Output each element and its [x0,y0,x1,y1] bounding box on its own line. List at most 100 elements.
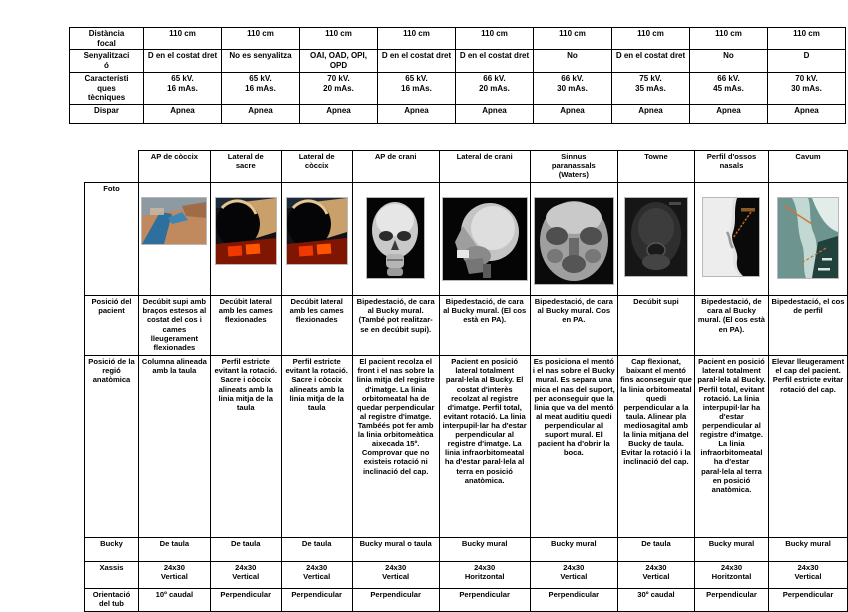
cell: 75 kV. 35 mAs. [611,72,690,105]
row-label: Característi ques tècniques [69,72,144,105]
cell: Bucky mural [768,537,848,563]
column-header: Lateral de crani [438,150,531,183]
column-header: Cavum [768,150,848,183]
column-header: Towne [617,150,695,183]
tube-orientation-row: Orientació del tub 10º caudal Perpendicu… [84,588,848,612]
coccix-lateral-photo [285,197,348,266]
cell: 70 kV. 20 mAs. [299,72,378,105]
cell: Apnea [767,103,846,124]
cell: De taula [137,537,211,563]
cell: Apnea [221,103,300,124]
photo-cell [209,181,282,297]
cell: 10º caudal [137,588,211,612]
patient-position-row: Posició del pacient Decúbit supi amb bra… [84,295,848,357]
cell: Bipedestació, de cara al Bucky mural. (E… [693,295,770,357]
cell: D [767,49,846,74]
cell: Perpendicular [529,588,619,612]
cell: Apnea [611,103,690,124]
cell: 110 cm [689,26,768,51]
cell: Perpendicular [351,588,440,612]
cell: Pacient en posició lateral totalment par… [693,355,770,539]
cell: Apnea [299,103,378,124]
row-label: Bucky [84,537,139,563]
cell: Bucky mural [438,537,531,563]
cell: Columna alineada amb la taula [137,355,211,539]
cell: 66 kV. 30 mAs. [533,72,612,105]
cell: Bipedestació, de cara al Bucky mural. (E… [438,295,531,357]
cell: 70 kV. 30 mAs. [767,72,846,105]
photo-cell [768,181,848,297]
exposure-parameters-table: Distància focal 110 cm 110 cm 110 cm 110… [69,26,846,124]
column-header: AP de crani [351,150,440,183]
cell: 24x30 Horitzontal [693,561,770,590]
cell: 24x30 Vertical [529,561,619,590]
cell: Perpendicular [693,588,770,612]
cell: 24x30 Vertical [351,561,440,590]
cell: 24x30 Vertical [137,561,211,590]
towne-xray [623,197,688,278]
cavum-xray [777,197,840,280]
cell: Apnea [455,103,534,124]
cell: 65 kV. 16 mAs. [377,72,456,105]
column-header: Lateral de còccix [280,150,353,183]
cell: Bucky mural [529,537,619,563]
skull-lateral-xray [441,197,528,282]
cell: Perfil estricte evitant la rotació. Sacr… [280,355,353,539]
bucky-row: Bucky De taula De taula De taula Bucky m… [84,537,848,563]
cell: Apnea [533,103,612,124]
cell: Pacient en posició lateral totalment par… [438,355,531,539]
photo-cell [529,181,619,297]
cell: 30º caudal [617,588,695,612]
column-header: Lateral de sacre [209,150,282,183]
photo-cell [137,181,211,297]
cell: Perpendicular [438,588,531,612]
anatomic-region-position-row: Posició de la regió anatòmica Columna al… [84,355,848,539]
cell: Apnea [689,103,768,124]
cell: 24x30 Vertical [617,561,695,590]
cell: 110 cm [455,26,534,51]
row-label: Senyalitzaci ó [69,49,144,74]
cell: Decúbit lateral amb les cames flexionade… [280,295,353,357]
cell: Bucky mural o taula [351,537,440,563]
focal-distance-row: Distància focal 110 cm 110 cm 110 cm 110… [69,26,846,51]
row-label: Foto [84,181,139,297]
cell: D en el costat dret [143,49,222,74]
cell: Bipedestació, de cara al Bucky mural. (T… [351,295,440,357]
cell: Decúbit supi amb braços estesos al costa… [137,295,211,357]
waters-sinus-xray [533,197,614,286]
photo-cell [280,181,353,297]
cell: 110 cm [299,26,378,51]
row-label: Xassis [84,561,139,590]
projections-table: AP de còccix Lateral de sacre Lateral de… [84,150,848,612]
row-label: Dispar [69,103,144,124]
photo-cell [617,181,695,297]
row-label: Orientació del tub [84,588,139,612]
cell: 66 kV. 45 mAs. [689,72,768,105]
row-label: Posició de la regió anatòmica [84,355,139,539]
column-header: Perfil d'ossos nasals [693,150,770,183]
photo-cell [693,181,770,297]
projection-header-row: AP de còccix Lateral de sacre Lateral de… [84,150,848,183]
cassette-row: Xassis 24x30 Vertical 24x30 Vertical 24x… [84,561,848,590]
photo-row: Foto [84,181,848,297]
skull-ap-xray [366,197,426,280]
cell: 110 cm [377,26,456,51]
cell: 66 kV. 20 mAs. [455,72,534,105]
column-header: Sinnus paranassals (Waters) [529,150,619,183]
cell: 110 cm [611,26,690,51]
column-header: AP de còccix [137,150,211,183]
cell: Decúbit lateral amb les cames flexionade… [209,295,282,357]
cell: 110 cm [143,26,222,51]
cell: Perpendicular [768,588,848,612]
cell: Elevar lleugerament el cap del pacient. … [768,355,848,539]
cell: 65 kV. 16 mAs. [221,72,300,105]
cell: Decúbit supi [617,295,695,357]
cell: Cap flexionat, baixant el mentó fins aco… [617,355,695,539]
signaling-row: Senyalitzaci ó D en el costat dret No es… [69,49,846,74]
cell: De taula [209,537,282,563]
cell: 24x30 Vertical [768,561,848,590]
corner-cell [84,150,139,183]
exposure-row: Dispar Apnea Apnea Apnea Apnea Apnea Apn… [69,103,846,124]
cell: 110 cm [533,26,612,51]
cell: 110 cm [767,26,846,51]
